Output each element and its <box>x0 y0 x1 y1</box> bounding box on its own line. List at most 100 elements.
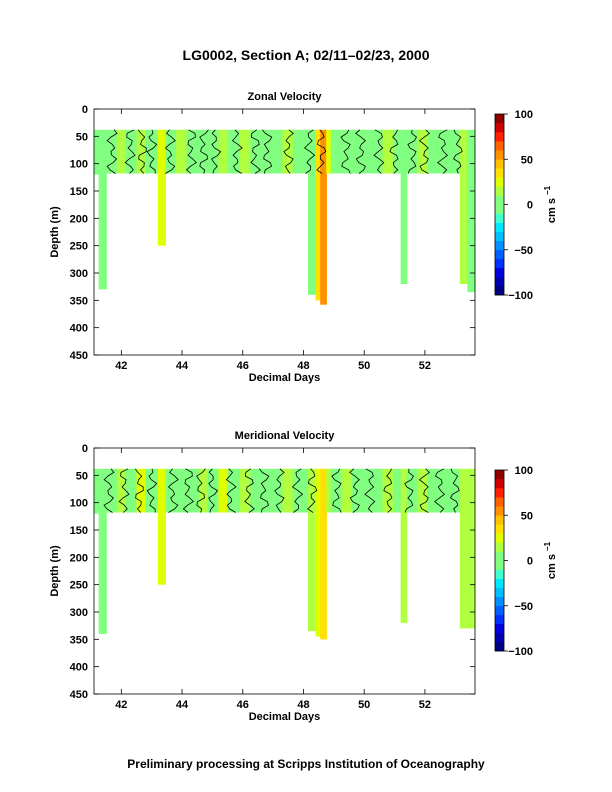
y-tick-label: 0 <box>82 443 88 455</box>
colorbar-bin <box>495 479 504 489</box>
velocity-cell <box>239 129 251 174</box>
colorbar-bin <box>495 231 504 241</box>
velocity-cell <box>218 468 229 513</box>
colorbar-bin <box>495 114 504 124</box>
velocity-cell <box>261 129 273 174</box>
colorbar-bin <box>495 285 504 296</box>
colorbar-label: cm s −1 <box>543 185 558 223</box>
velocity-cell <box>362 129 374 174</box>
colorbar: 100 50 0 −50 −100 cm s −1 <box>494 109 558 302</box>
y-tick-label: 400 <box>70 662 88 674</box>
velocity-cell <box>308 468 317 632</box>
velocity-cell <box>450 468 461 513</box>
colorbar-tick-label: 50 <box>521 154 533 166</box>
colorbar-bin <box>495 204 504 214</box>
contour-line <box>208 468 219 513</box>
velocity-cell <box>157 468 166 585</box>
contour-line <box>389 129 399 174</box>
velocity-cell <box>427 129 440 174</box>
velocity-cell <box>157 129 166 246</box>
colorbar-bin <box>495 150 504 160</box>
contour-line <box>373 129 385 174</box>
contour-line <box>244 468 255 513</box>
colorbar-bin <box>495 587 504 597</box>
velocity-cell <box>373 468 383 513</box>
velocity-cell <box>227 468 241 513</box>
colorbar-bin <box>495 596 504 607</box>
y-tick-label: 450 <box>70 689 88 701</box>
colorbar-bin <box>495 258 504 269</box>
contour-line <box>182 468 194 513</box>
contour-line <box>283 129 294 174</box>
velocity-cell <box>176 468 188 513</box>
velocity-cell <box>136 468 147 513</box>
contour-line <box>291 468 304 513</box>
colorbar-bin <box>495 267 504 278</box>
contour-line <box>124 129 136 174</box>
colorbar-bin <box>495 506 504 516</box>
velocity-cell <box>116 129 127 174</box>
velocity-cell <box>292 129 304 174</box>
colorbar-bin <box>495 542 504 552</box>
contour-line <box>196 468 206 513</box>
y-tick-label: 0 <box>82 104 88 116</box>
x-tick-label: 46 <box>237 699 249 711</box>
velocity-cell <box>382 129 394 174</box>
colorbar-bin <box>495 551 504 561</box>
y-tick-label: 150 <box>70 186 88 198</box>
contour-line <box>106 129 118 174</box>
velocity-cell <box>330 468 342 513</box>
contour-line <box>418 468 431 513</box>
panel-2: 0 50 100 150 200 250 300 350 400 450 42 44 46 48 50 52 M… <box>49 430 558 723</box>
velocity-cell <box>315 129 321 301</box>
page-title: LG0002, Section A; 02/11–02/23, 2000 <box>182 47 430 63</box>
velocity-cell <box>176 129 188 174</box>
velocity-cell <box>406 129 418 174</box>
colorbar-bin <box>495 470 504 480</box>
plot-frame <box>93 447 476 695</box>
velocity-cell <box>198 468 209 513</box>
contour-line <box>404 468 414 513</box>
y-tick-label: 50 <box>76 131 88 143</box>
velocity-cell <box>393 468 402 513</box>
y-axis-label: Depth (m) <box>49 206 61 258</box>
colorbar-bin <box>495 240 504 251</box>
colorbar-bin <box>495 213 504 223</box>
velocity-cell <box>94 129 100 175</box>
colorbar-bin <box>495 623 504 634</box>
colorbar-bin <box>495 132 504 142</box>
x-axis-label: Decimal Days <box>249 711 321 723</box>
contour-line <box>331 468 342 513</box>
colorbar-bin <box>495 195 504 205</box>
contour-line <box>164 129 176 174</box>
contour-line <box>383 468 393 513</box>
velocity-cell <box>320 468 327 640</box>
colorbar-tick-label: −50 <box>514 601 533 613</box>
contour-line <box>340 129 351 174</box>
colorbar-tick-label: −100 <box>508 646 533 658</box>
x-tick-label: 52 <box>419 699 431 711</box>
velocity-cell <box>417 129 429 174</box>
contour-line <box>262 129 273 174</box>
velocity-cell <box>467 468 475 629</box>
colorbar-label-unit: cm s <box>546 551 558 579</box>
colorbar-bin <box>495 632 504 643</box>
velocity-cell <box>207 468 219 513</box>
colorbar-bin <box>495 488 504 498</box>
velocity-cell <box>136 129 147 174</box>
velocity-cell <box>106 129 118 174</box>
velocity-cell <box>261 468 273 513</box>
y-tick-label: 300 <box>70 268 88 280</box>
velocity-cell <box>116 468 127 513</box>
x-tick-label: 44 <box>176 699 189 711</box>
colorbar-bin <box>495 249 504 260</box>
x-tick-label: 48 <box>297 699 309 711</box>
x-tick-label: 46 <box>237 360 249 372</box>
y-tick-label: 400 <box>70 323 88 335</box>
plot-frame <box>93 108 476 356</box>
panel-1: 0 50 100 150 200 250 300 350 400 450 42 44 46 48 50 52 Z… <box>49 91 558 384</box>
velocity-cell <box>145 468 159 513</box>
x-tick-label: 48 <box>297 360 309 372</box>
velocity-cell <box>186 468 200 513</box>
velocity-cell <box>94 468 100 514</box>
